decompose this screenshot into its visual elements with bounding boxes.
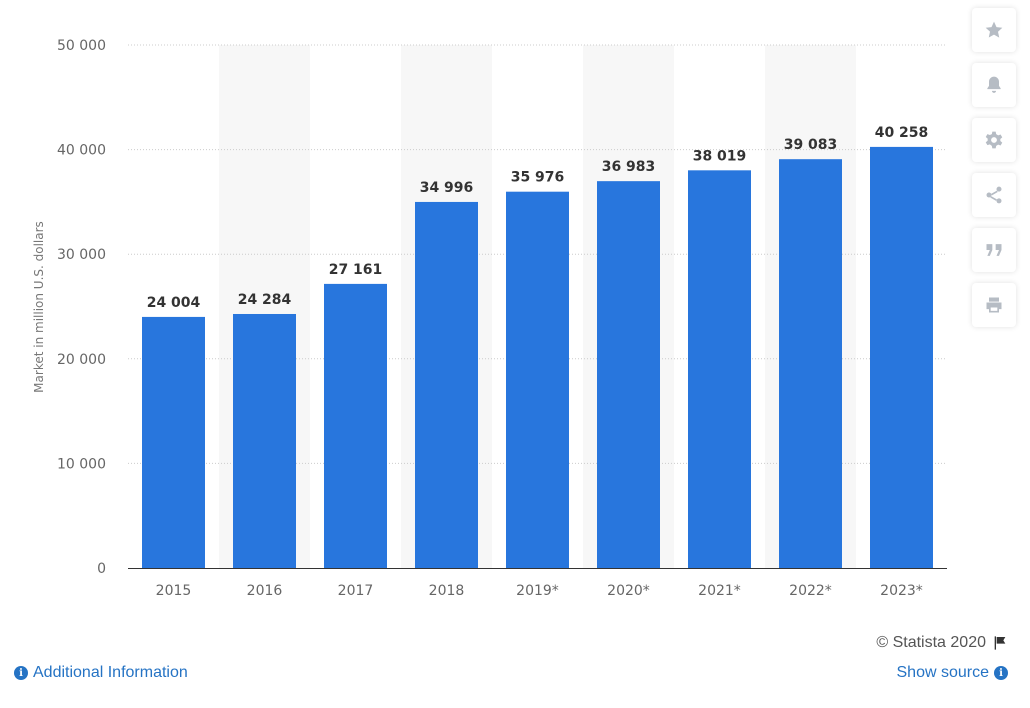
cite-button[interactable]: [972, 228, 1016, 272]
x-tick-label: 2017: [338, 583, 374, 599]
x-tick-label: 2021*: [698, 583, 741, 599]
x-tick-label: 2023*: [880, 583, 923, 599]
star-icon: [985, 21, 1003, 38]
y-tick-label: 0: [97, 561, 106, 577]
y-axis-label: Market in million U.S. dollars: [32, 221, 46, 393]
data-label: 35 976: [511, 170, 565, 186]
bar[interactable]: [779, 159, 842, 568]
data-label: 40 258: [875, 125, 929, 141]
bars: [142, 146, 933, 569]
y-axis-ticks: 0 10 000 20 000 30 000 40 000 50 000: [57, 38, 106, 577]
share-button[interactable]: [972, 173, 1016, 217]
bar[interactable]: [233, 313, 296, 568]
bar[interactable]: [415, 201, 478, 568]
data-label: 24 284: [238, 292, 292, 308]
side-toolbar: [972, 8, 1016, 338]
data-label: 36 983: [602, 159, 656, 175]
gear-icon: [985, 131, 1003, 149]
x-tick-label: 2018: [429, 583, 465, 599]
data-label: 24 004: [147, 295, 201, 311]
data-label: 39 083: [784, 137, 838, 153]
x-tick-label: 2016: [247, 583, 283, 599]
show-source-link[interactable]: Show source i: [896, 664, 1008, 682]
data-label: 38 019: [693, 148, 747, 164]
bell-icon: [987, 76, 1001, 93]
copyright-text: © Statista 2020: [876, 634, 986, 651]
y-tick-label: 10 000: [57, 456, 106, 472]
bar[interactable]: [142, 316, 205, 568]
data-label: 34 996: [420, 180, 474, 196]
data-labels: 24 004 24 284 27 161 34 996 35 976 36 983 38 0…: [147, 125, 929, 311]
y-tick-label: 20 000: [57, 352, 106, 368]
x-tick-label: 2022*: [789, 583, 832, 599]
info-icon: i: [994, 666, 1008, 680]
x-axis-ticks: 2015 2016 2017 2018 2019* 2020* 2021* 2022* 2023…: [156, 583, 923, 599]
print-button[interactable]: [972, 283, 1016, 327]
show-source-text: Show source: [896, 664, 990, 681]
settings-button[interactable]: [972, 118, 1016, 162]
x-tick-label: 2020*: [607, 583, 650, 599]
additional-information-text: Additional Information: [33, 664, 188, 681]
bar[interactable]: [324, 283, 387, 568]
y-tick-label: 40 000: [57, 143, 106, 159]
flag-icon: [994, 636, 1006, 650]
notification-button[interactable]: [972, 63, 1016, 107]
favorite-button[interactable]: [972, 8, 1016, 52]
share-icon: [986, 186, 1002, 204]
bar[interactable]: [597, 181, 660, 568]
x-tick-label: 2019*: [516, 583, 559, 599]
info-icon: i: [14, 666, 28, 680]
bar[interactable]: [506, 191, 569, 568]
data-label: 27 161: [329, 262, 383, 278]
x-tick-label: 2015: [156, 583, 192, 599]
additional-information-link[interactable]: i Additional Information: [14, 664, 188, 682]
bar[interactable]: [870, 146, 933, 569]
quote-icon: [986, 244, 1002, 256]
copyright-notice[interactable]: © Statista 2020: [876, 634, 1008, 652]
y-tick-label: 50 000: [57, 38, 106, 54]
y-tick-label: 30 000: [57, 247, 106, 263]
bar[interactable]: [688, 170, 751, 568]
print-icon: [986, 297, 1002, 313]
